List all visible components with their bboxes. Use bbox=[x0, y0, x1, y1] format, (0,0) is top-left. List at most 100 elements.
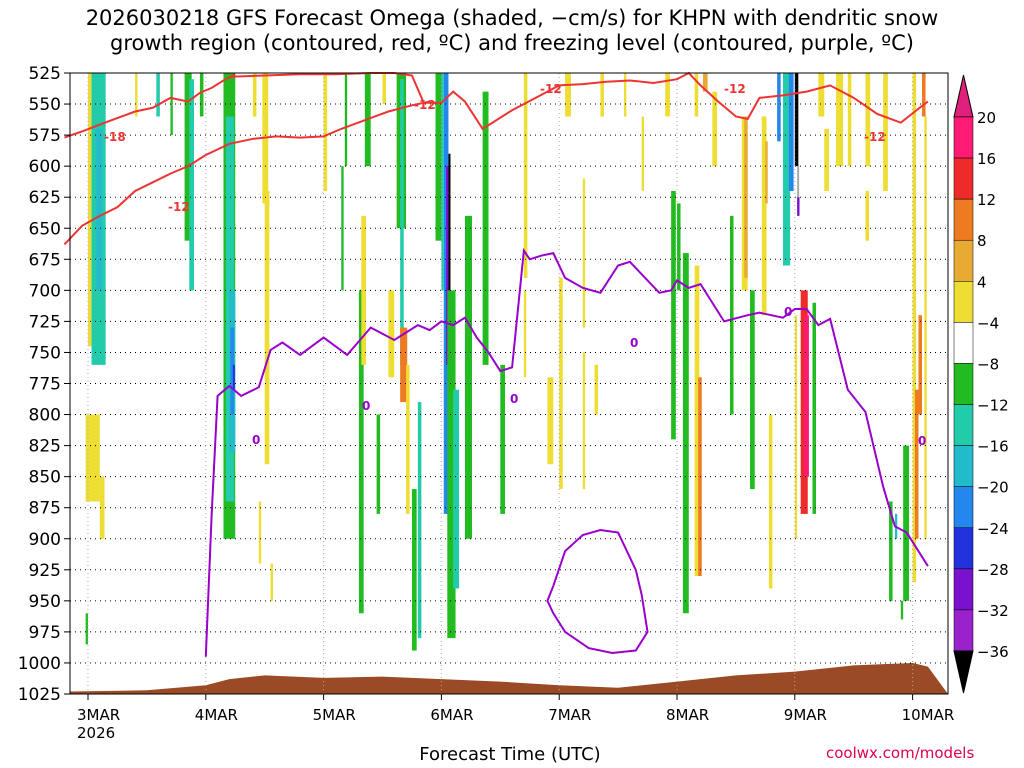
colorbar-label: 4 bbox=[977, 273, 987, 291]
y-tick-label: 750 bbox=[29, 343, 61, 363]
contour-label-red: -18 bbox=[104, 130, 126, 144]
credit-link[interactable]: coolwx.com/models bbox=[826, 744, 975, 762]
omega-shade-patch bbox=[582, 178, 586, 328]
omega-shade-patch bbox=[712, 91, 718, 167]
colorbar: 20 16 12 8 4 −4 −8 −12 −16 −20 −24 −28 −32 −36 bbox=[953, 74, 1009, 694]
colorbar-swatch bbox=[953, 157, 974, 200]
omega-shade-patch bbox=[677, 203, 681, 291]
y-tick-label: 800 bbox=[29, 406, 61, 426]
omega-shading-layer bbox=[85, 73, 927, 651]
omega-shade-patch bbox=[824, 128, 829, 191]
omega-shade-patch bbox=[883, 73, 888, 191]
colorbar-label: −24 bbox=[977, 520, 1009, 538]
omega-shade-patch bbox=[694, 73, 699, 117]
omega-shade-patch bbox=[323, 73, 328, 191]
colorbar-swatch bbox=[953, 363, 974, 405]
colorbar-swatch bbox=[953, 116, 974, 159]
y-tick-label: 850 bbox=[29, 468, 61, 488]
omega-shade-patch bbox=[406, 364, 410, 514]
omega-shade-patch bbox=[453, 389, 460, 589]
y-tick-label: 1025 bbox=[18, 685, 61, 705]
omega-shade-patch bbox=[230, 327, 235, 415]
omega-shade-patch bbox=[682, 253, 689, 614]
omega-shade-patch bbox=[768, 414, 773, 589]
omega-shade-patch bbox=[783, 73, 791, 266]
y-tick-label: 1000 bbox=[18, 654, 61, 674]
contour-label-purple: 0 bbox=[252, 433, 260, 447]
omega-shade-patch bbox=[698, 377, 702, 577]
omega-shade-patch bbox=[400, 327, 408, 403]
omega-shade-patch bbox=[189, 79, 195, 291]
omega-shade-patch bbox=[464, 215, 473, 539]
colorbar-label: −28 bbox=[977, 561, 1009, 579]
omega-shade-patch bbox=[665, 73, 670, 117]
omega-shade-patch bbox=[264, 190, 270, 465]
omega-shade-patch bbox=[924, 116, 927, 539]
x-axis: 3MAR 4MAR 5MAR 6MAR 7MAR 8MAR 9MAR 10MAR 2026 bbox=[77, 694, 954, 742]
terrain-area bbox=[70, 662, 948, 694]
omega-shade-patch bbox=[836, 73, 844, 167]
omega-shade-patch bbox=[547, 377, 554, 465]
colorbar-swatch bbox=[953, 322, 974, 364]
y-tick-label: 650 bbox=[29, 219, 61, 239]
omega-shade-patch bbox=[99, 476, 105, 539]
colorbar-swatch bbox=[953, 527, 974, 570]
colorbar-label: −4 bbox=[977, 314, 999, 332]
x-axis-label: Forecast Time (UTC) bbox=[419, 744, 601, 765]
omega-shade-patch bbox=[918, 315, 923, 415]
omega-shade-patch bbox=[623, 73, 627, 117]
contour-label-purple: 0 bbox=[510, 392, 518, 406]
plot-border bbox=[69, 72, 949, 695]
omega-shade-patch bbox=[85, 613, 88, 645]
colorbar-label: 8 bbox=[977, 232, 987, 250]
y-tick-label: 525 bbox=[29, 64, 61, 84]
colorbar-swatch bbox=[953, 568, 974, 611]
omega-shade-patch bbox=[582, 352, 586, 490]
omega-shade-patch bbox=[594, 364, 599, 415]
x-tick-label: 8MAR bbox=[666, 706, 709, 724]
x-tick-year-label: 2026 bbox=[77, 724, 115, 742]
colorbar-label: 16 bbox=[977, 150, 996, 168]
omega-shade-patch bbox=[794, 73, 799, 167]
colorbar-swatch bbox=[953, 404, 974, 446]
x-tick-label: 10MAR bbox=[902, 706, 955, 724]
contour-label-red: -12 bbox=[724, 82, 746, 96]
y-tick-label: 875 bbox=[29, 499, 61, 519]
omega-shade-patch bbox=[818, 73, 825, 117]
y-tick-label: 700 bbox=[29, 281, 61, 301]
colorbar-swatch bbox=[953, 486, 974, 529]
omega-shade-patch bbox=[865, 190, 870, 241]
y-tick-label: 600 bbox=[29, 157, 61, 177]
contour-line bbox=[546, 529, 649, 655]
colorbar-swatch bbox=[953, 239, 974, 282]
contour-line bbox=[229, 71, 929, 131]
omega-shade-patch bbox=[761, 116, 767, 316]
omega-shade-patch bbox=[865, 73, 871, 167]
omega-shade-patch bbox=[903, 445, 910, 601]
y-tick-label: 825 bbox=[29, 437, 61, 457]
omega-shade-patch bbox=[812, 302, 817, 514]
colorbar-label: −36 bbox=[977, 643, 1009, 661]
omega-shade-patch bbox=[96, 128, 103, 291]
terrain-layer bbox=[70, 662, 948, 694]
omega-shade-patch bbox=[600, 73, 604, 117]
x-tick-label: 7MAR bbox=[548, 706, 591, 724]
y-tick-label: 575 bbox=[29, 126, 61, 146]
omega-shade-patch bbox=[797, 166, 800, 216]
colorbar-swatch bbox=[953, 198, 974, 241]
omega-shade-patch bbox=[777, 73, 781, 142]
y-axis: 525 550 575 600 625 650 675 700 725 750 775 800 825 8… bbox=[18, 64, 70, 705]
omega-shade-patch bbox=[417, 402, 422, 639]
colorbar-swatch bbox=[953, 445, 974, 487]
plot-frame bbox=[69, 72, 949, 695]
x-tick-label: 3MAR bbox=[77, 706, 120, 724]
colorbar-label: −16 bbox=[977, 438, 1009, 456]
omega-shade-patch bbox=[184, 73, 192, 241]
omega-shade-patch bbox=[446, 166, 449, 365]
omega-shade-patch bbox=[88, 73, 94, 347]
y-tick-label: 975 bbox=[29, 623, 61, 643]
omega-shade-patch bbox=[252, 73, 257, 117]
omega-shade-patch bbox=[804, 315, 809, 477]
x-tick-label: 9MAR bbox=[784, 706, 827, 724]
omega-shade-patch bbox=[232, 364, 235, 390]
